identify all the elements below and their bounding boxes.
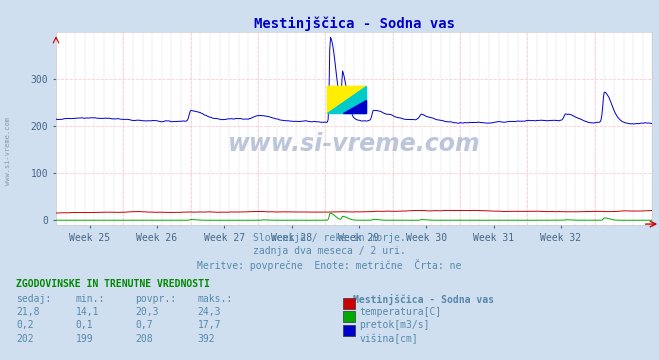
- Text: www.si-vreme.com: www.si-vreme.com: [5, 117, 11, 185]
- Text: ZGODOVINSKE IN TRENUTNE VREDNOSTI: ZGODOVINSKE IN TRENUTNE VREDNOSTI: [16, 279, 210, 289]
- Title: Mestinjščica - Sodna vas: Mestinjščica - Sodna vas: [254, 17, 455, 31]
- Text: 208: 208: [135, 334, 153, 344]
- Text: 21,8: 21,8: [16, 307, 40, 317]
- Text: sedaj:: sedaj:: [16, 294, 51, 304]
- Text: višina[cm]: višina[cm]: [359, 334, 418, 345]
- Text: povpr.:: povpr.:: [135, 294, 176, 304]
- Text: Mestinjščica - Sodna vas: Mestinjščica - Sodna vas: [353, 294, 494, 305]
- Text: 0,1: 0,1: [76, 320, 94, 330]
- Text: pretok[m3/s]: pretok[m3/s]: [359, 320, 430, 330]
- Text: www.si-vreme.com: www.si-vreme.com: [228, 132, 480, 156]
- Text: 20,3: 20,3: [135, 307, 159, 317]
- Text: Meritve: povprečne  Enote: metrične  Črta: ne: Meritve: povprečne Enote: metrične Črta:…: [197, 259, 462, 271]
- Text: maks.:: maks.:: [198, 294, 233, 304]
- Text: 24,3: 24,3: [198, 307, 221, 317]
- Text: Slovenija / reke in morje.: Slovenija / reke in morje.: [253, 233, 406, 243]
- Text: temperatura[C]: temperatura[C]: [359, 307, 442, 317]
- Text: min.:: min.:: [76, 294, 105, 304]
- Text: 0,7: 0,7: [135, 320, 153, 330]
- Polygon shape: [328, 86, 366, 113]
- Polygon shape: [328, 86, 366, 113]
- Text: 0,2: 0,2: [16, 320, 34, 330]
- Text: 202: 202: [16, 334, 34, 344]
- Polygon shape: [343, 100, 366, 113]
- Text: zadnja dva meseca / 2 uri.: zadnja dva meseca / 2 uri.: [253, 246, 406, 256]
- Text: 14,1: 14,1: [76, 307, 100, 317]
- Text: 199: 199: [76, 334, 94, 344]
- Text: 17,7: 17,7: [198, 320, 221, 330]
- Text: 392: 392: [198, 334, 215, 344]
